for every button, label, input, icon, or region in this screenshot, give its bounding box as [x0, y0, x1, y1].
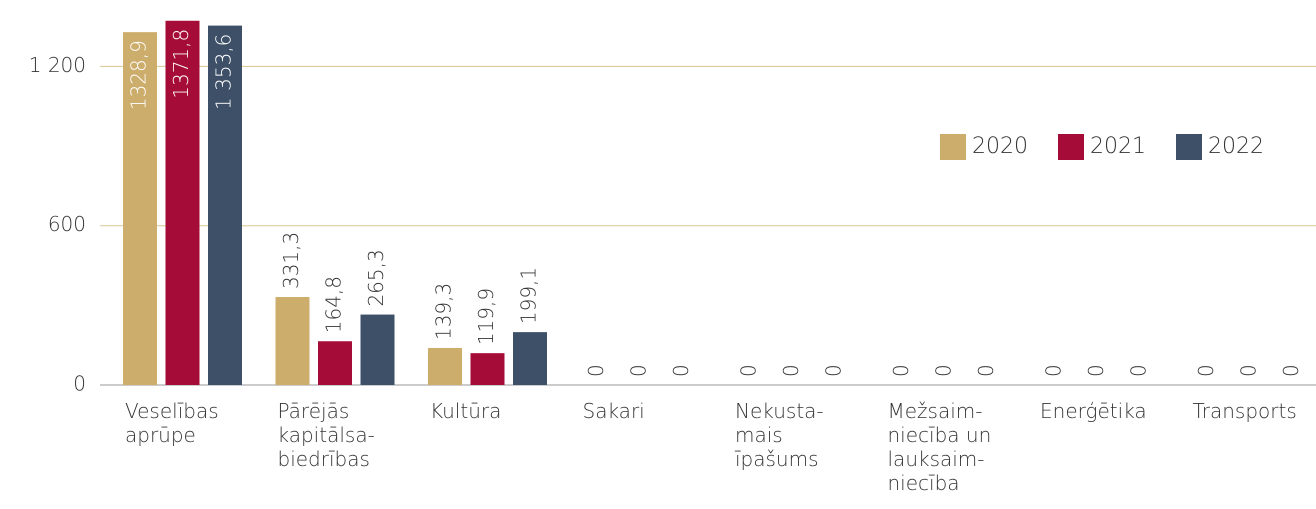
bar: [208, 25, 242, 386]
value-label: 0: [822, 364, 846, 377]
value-label: 1371,8: [169, 29, 193, 99]
legend-swatch: [1058, 134, 1084, 160]
y-tick-label: 600: [48, 212, 86, 236]
bar: [360, 314, 395, 385]
legend-label: 2022: [1208, 134, 1264, 159]
value-label: 0: [627, 364, 651, 377]
value-label: 0: [1127, 364, 1151, 377]
legend-swatch: [1176, 134, 1202, 160]
value-label: 0: [974, 364, 998, 377]
value-label: 0: [737, 364, 761, 377]
value-label: 0: [932, 364, 956, 377]
value-label: 139,3: [432, 283, 456, 340]
value-label: 0: [669, 364, 693, 377]
x-tick-label: Enerģētika: [1040, 399, 1147, 423]
value-label: 1 353,6: [212, 34, 236, 110]
value-label: 0: [1042, 364, 1066, 377]
value-label: 199,1: [517, 267, 541, 324]
legend-label: 2020: [972, 134, 1028, 159]
x-tick-label: Nekusta-mais īpašums: [734, 399, 824, 471]
x-tick-label: Sakari: [583, 399, 645, 423]
value-label: 1328,9: [127, 40, 151, 110]
y-tick-label: 1 200: [29, 53, 86, 77]
bar: [428, 348, 462, 385]
x-tick-label: Transports: [1193, 399, 1297, 423]
value-label: 0: [779, 364, 803, 377]
value-label: 265,3: [364, 249, 388, 306]
value-label: 119,9: [474, 288, 498, 345]
x-tick-label: Pārējās kapitālsa-biedrības: [278, 399, 375, 471]
x-tick-label: Kultūra: [430, 399, 501, 423]
x-tick-label: Veselības aprūpe: [125, 399, 219, 447]
legend-swatch: [940, 134, 966, 160]
value-label: 0: [1084, 364, 1108, 377]
x-tick-label: Mežsaim-niecība un lauksaim-niecība: [888, 399, 992, 495]
value-label: 0: [1237, 364, 1261, 377]
bar: [275, 297, 310, 385]
value-label: 0: [1279, 364, 1303, 377]
y-tick-label: 0: [73, 372, 86, 396]
bar: [123, 32, 157, 385]
bar: [470, 353, 505, 385]
value-label: 331,3: [279, 232, 303, 289]
value-label: 164,8: [322, 276, 346, 333]
legend-label: 2021: [1090, 134, 1146, 159]
value-label: 0: [1194, 364, 1218, 377]
value-label: 0: [584, 364, 608, 377]
bar: [165, 20, 200, 385]
bar: [513, 332, 547, 385]
value-label: 0: [889, 364, 913, 377]
bar: [318, 341, 352, 385]
